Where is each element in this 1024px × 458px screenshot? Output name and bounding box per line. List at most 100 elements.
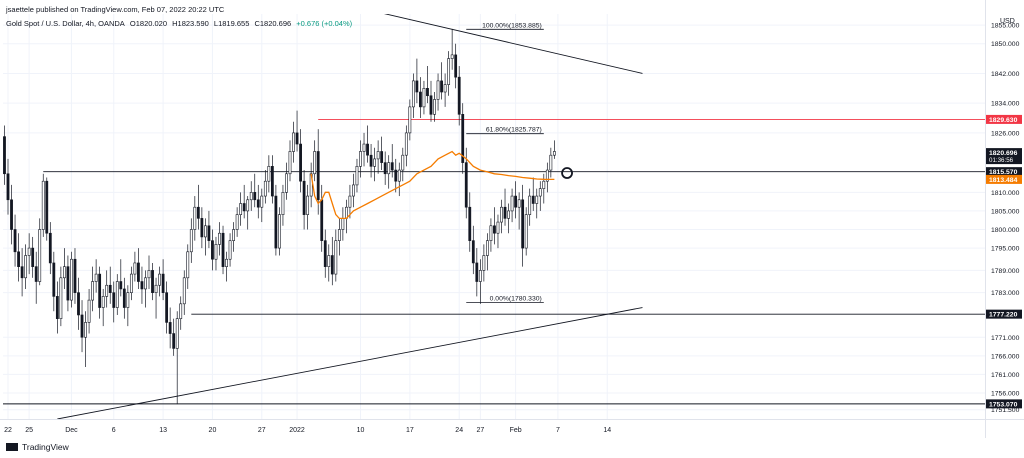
candle-body [6, 173, 10, 201]
candle-body [133, 262, 137, 275]
candle [552, 140, 556, 159]
y-tick-label: 1756.000 [991, 390, 1020, 397]
candle-body [158, 273, 161, 286]
candle-body [101, 296, 105, 308]
candle-body [270, 166, 274, 197]
price-label-badge: 1753.070 [986, 399, 1022, 409]
candle-body [10, 199, 13, 230]
candle-body [401, 154, 405, 171]
candle-body [524, 214, 528, 249]
candle-body [485, 240, 489, 256]
candle-body [144, 277, 147, 290]
candle-body [193, 206, 197, 230]
candle [411, 73, 415, 119]
candle [373, 147, 377, 182]
x-tick-label: 7 [556, 427, 560, 434]
candle [528, 188, 532, 226]
candle [475, 248, 479, 297]
candle-body [468, 206, 472, 241]
candle-body [433, 99, 436, 115]
candle [0, 96, 2, 148]
candle [337, 218, 341, 256]
candle-body [355, 166, 359, 186]
candle [200, 207, 204, 249]
candle-body [98, 273, 102, 308]
candle-body [112, 292, 116, 308]
tradingview-logo[interactable]: TradingView [6, 442, 69, 452]
candle-body [362, 143, 366, 152]
candle-body [306, 195, 310, 215]
candle-body [137, 262, 140, 282]
candle [256, 184, 260, 219]
candle-body [292, 132, 295, 152]
candle-body [232, 229, 236, 241]
candle-body [80, 314, 84, 338]
candle [274, 184, 278, 256]
candle [17, 233, 20, 282]
candle-body [172, 333, 176, 349]
candle [549, 147, 553, 178]
candle-body [422, 88, 426, 108]
candle [52, 251, 56, 312]
candle-body [263, 180, 267, 197]
candle-body [281, 192, 285, 215]
candle [362, 132, 366, 167]
candle-body [383, 162, 387, 175]
candle [122, 277, 126, 319]
candle-body [369, 154, 373, 167]
candle [436, 73, 440, 111]
candle-body [73, 258, 77, 293]
candle [359, 140, 362, 178]
candle-body [542, 180, 546, 189]
candle-body [440, 80, 443, 93]
price-label-badge: 1815.570 [986, 167, 1022, 177]
y-tick-label: 1766.000 [991, 353, 1020, 360]
y-tick-label: 1842.000 [991, 71, 1020, 78]
candle [281, 184, 285, 226]
candle-body [454, 54, 458, 78]
candle-body [549, 154, 553, 171]
candle [144, 270, 147, 308]
x-tick-label: 17 [406, 427, 414, 434]
candle-body [489, 225, 493, 241]
candle [84, 311, 87, 367]
price-label-bg [986, 309, 1022, 319]
candle-body [256, 199, 260, 208]
candle-body [196, 206, 200, 219]
candle [521, 184, 525, 267]
candle-body [397, 169, 401, 182]
ohlc-change: +0.676 (+0.04%) [296, 19, 353, 28]
candle-body [313, 151, 317, 175]
candle-body [348, 195, 352, 208]
candle [235, 207, 239, 237]
candle [13, 214, 17, 267]
candle [27, 233, 31, 275]
candle [151, 262, 154, 301]
candle [542, 173, 546, 204]
candle [278, 207, 281, 256]
trend-line [57, 307, 643, 419]
candle-body [376, 151, 380, 160]
y-tick-label: 1834.000 [991, 101, 1020, 108]
y-tick-label: 1800.000 [991, 227, 1020, 234]
candle [179, 296, 183, 330]
fib-level-label: 100.00%(1853.885) [482, 22, 542, 29]
candle-body [278, 214, 281, 249]
ohlc-open: O1820.020 [129, 19, 168, 28]
candle-body [450, 54, 454, 59]
candle [510, 188, 514, 223]
candle [355, 158, 359, 193]
candle [3, 125, 6, 185]
x-tick-label: 27 [476, 427, 484, 434]
candle-body [91, 281, 95, 301]
fib-level-label: 0.00%(1780.330) [490, 296, 542, 303]
candle-body [426, 88, 429, 97]
candle [87, 288, 91, 334]
candle-body [285, 173, 288, 193]
candle [503, 188, 507, 226]
candle-body [352, 184, 355, 197]
ohlc-low: L1819.655 [213, 19, 250, 28]
candle [263, 170, 267, 204]
grid [3, 14, 985, 419]
